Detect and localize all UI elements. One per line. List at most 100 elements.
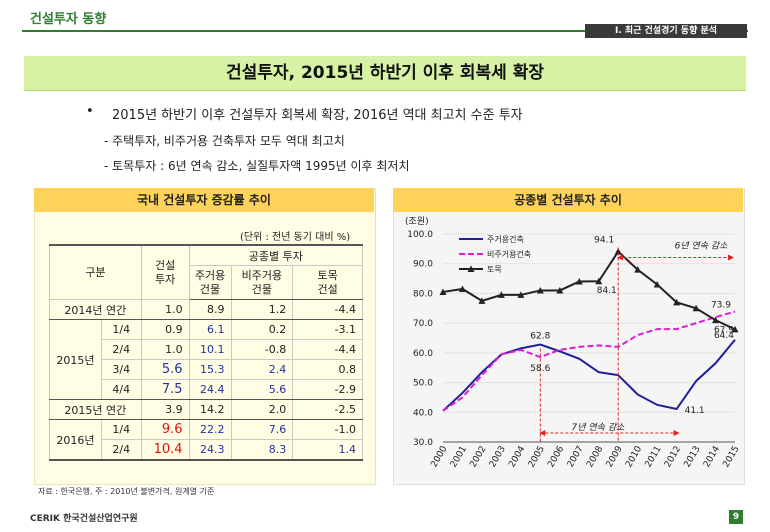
cell-civil: -4.4 [292,299,363,320]
growth-table-title: 국내 건설투자 증감률 추이 [34,188,374,212]
x-tick-label: 2010 [624,444,644,469]
cell-nonres: 1.2 [230,299,294,320]
bullet-sub-1: - 주택투자, 비주거용 건축투자 모두 역대 최고치 [104,134,345,148]
x-tick-label: 2006 [546,444,566,469]
series-point [497,291,505,298]
cell-nonres: 8.3 [230,439,294,461]
series-point [673,298,681,306]
series-point [692,304,700,312]
cell-housing: 22.2 [188,419,232,440]
cell-civil: -1.0 [292,419,363,440]
data-label: 64.4 [714,331,734,341]
x-tick-label: 2013 [683,445,703,470]
cell-nonres: 5.6 [230,379,294,400]
cell-civil: 0.8 [292,359,363,380]
cell-total: 3.9 [140,399,190,420]
annotation-bottom: 7년 연속 감소 [572,422,626,433]
y-tick-label: 40.0 [413,408,433,418]
col-header-total: 건설 투자 [140,244,190,300]
cell-total: 10.4 [140,439,190,461]
header-divider [22,30,748,32]
series-point [458,285,466,292]
y-tick-label: 30.0 [413,438,433,448]
data-label: 84.1 [597,286,617,296]
unit-label: (단위 : 전년 동기 대비 %) [240,232,351,243]
col-header-nonres: 비주거용 건물 [230,265,294,300]
x-tick-label: 2001 [449,445,469,470]
section-title: 건설투자 동향 [30,12,107,27]
x-tick-label: 2009 [605,444,625,469]
col-header-category: 구분 [49,244,142,300]
data-label: 67.9 [714,325,734,335]
cell-civil: -2.9 [292,379,363,400]
bullet-dot: • [86,104,94,119]
cell-nonres: 7.6 [230,419,294,440]
data-label: 58.6 [530,364,550,374]
cell-nonres: 0.2 [230,319,294,340]
series-point [556,286,564,294]
cell-housing: 24.3 [188,439,232,461]
series-point [634,266,642,273]
x-tick-label: 2003 [488,445,508,470]
cell-housing: 6.1 [188,319,232,340]
investment-chart-title: 공종별 건설투자 추이 [393,188,743,212]
col-header-housing: 주거용 건물 [188,265,232,300]
series-point [536,286,544,294]
legend-marker [467,265,475,272]
data-label: 73.9 [711,301,731,311]
series-line-1 [442,310,736,412]
row-quarter: 4/4 [100,379,142,400]
legend-label: 토목 [487,265,502,274]
cell-total: 9.6 [140,419,190,440]
cell-total: 0.9 [140,319,190,340]
series-point [517,291,525,298]
series-point [653,281,661,288]
cell-housing: 10.1 [188,339,232,360]
cell-total: 1.0 [140,299,190,320]
cell-nonres: 2.0 [230,399,294,420]
x-tick-label: 2002 [468,445,488,470]
org-logo: CERIK 한국건설산업연구원 [30,514,138,524]
series-point [478,297,486,304]
investment-line-chart: (조원) 100.0 90.0 80.0 70.0 60.0 50.0 40.0 30.0 2… [405,216,742,470]
series-point [731,325,739,333]
page-number: 9 [729,510,743,524]
cell-civil: -4.4 [292,339,363,360]
cell-nonres: -0.8 [230,339,294,360]
legend-label: 주거용건축 [487,234,524,244]
row-label: 2015년 연간 [49,399,142,420]
cell-housing: 8.9 [188,299,232,320]
row-quarter: 1/4 [100,319,142,340]
y-tick-label: 60.0 [413,349,433,359]
bullet-sub-2: - 토목투자 : 6년 연속 감소, 실질투자액 1995년 이후 최저치 [104,159,410,173]
x-tick-label: 2000 [429,444,449,469]
col-header-civil: 토목 건설 [292,265,363,300]
annotation-top: 6년 연속 감소 [675,241,729,252]
data-label: 94.1 [594,236,614,246]
series-point [595,277,603,285]
series-point [439,288,447,295]
cell-total: 7.5 [140,379,190,400]
row-quarter: 1/4 [100,419,142,440]
cell-nonres: 2.4 [230,359,294,380]
source-note: 자료 : 한국은행, 주 : 2010년 불변가격, 원계열 기준 [38,487,215,496]
chapter-tag: Ⅰ. 최근 건설경기 동향 분석 [585,24,747,38]
series-point [712,316,720,324]
y-tick-label: 70.0 [413,319,433,329]
cell-total: 5.6 [140,359,190,380]
title-banner: 건설투자, 2015년 하반기 이후 회복세 확장 [24,56,746,91]
y-tick-label: 100.0 [407,230,433,240]
x-tick-label: 2004 [507,444,527,469]
y-axis-unit: (조원) [405,216,429,227]
series-line-0 [442,339,736,412]
series-point [614,248,622,255]
growth-table: 구분 건설 투자 공종별 투자 주거용 건물 비주거용 건물 토목 건설 201… [49,244,364,461]
y-tick-label: 90.0 [413,260,433,270]
series-line-2 [442,249,736,331]
x-tick-label: 2008 [585,444,605,469]
cell-civil: 1.4 [292,439,363,461]
series-point [575,278,583,285]
row-label: 2014년 연간 [49,299,142,320]
y-tick-label: 80.0 [413,289,433,299]
